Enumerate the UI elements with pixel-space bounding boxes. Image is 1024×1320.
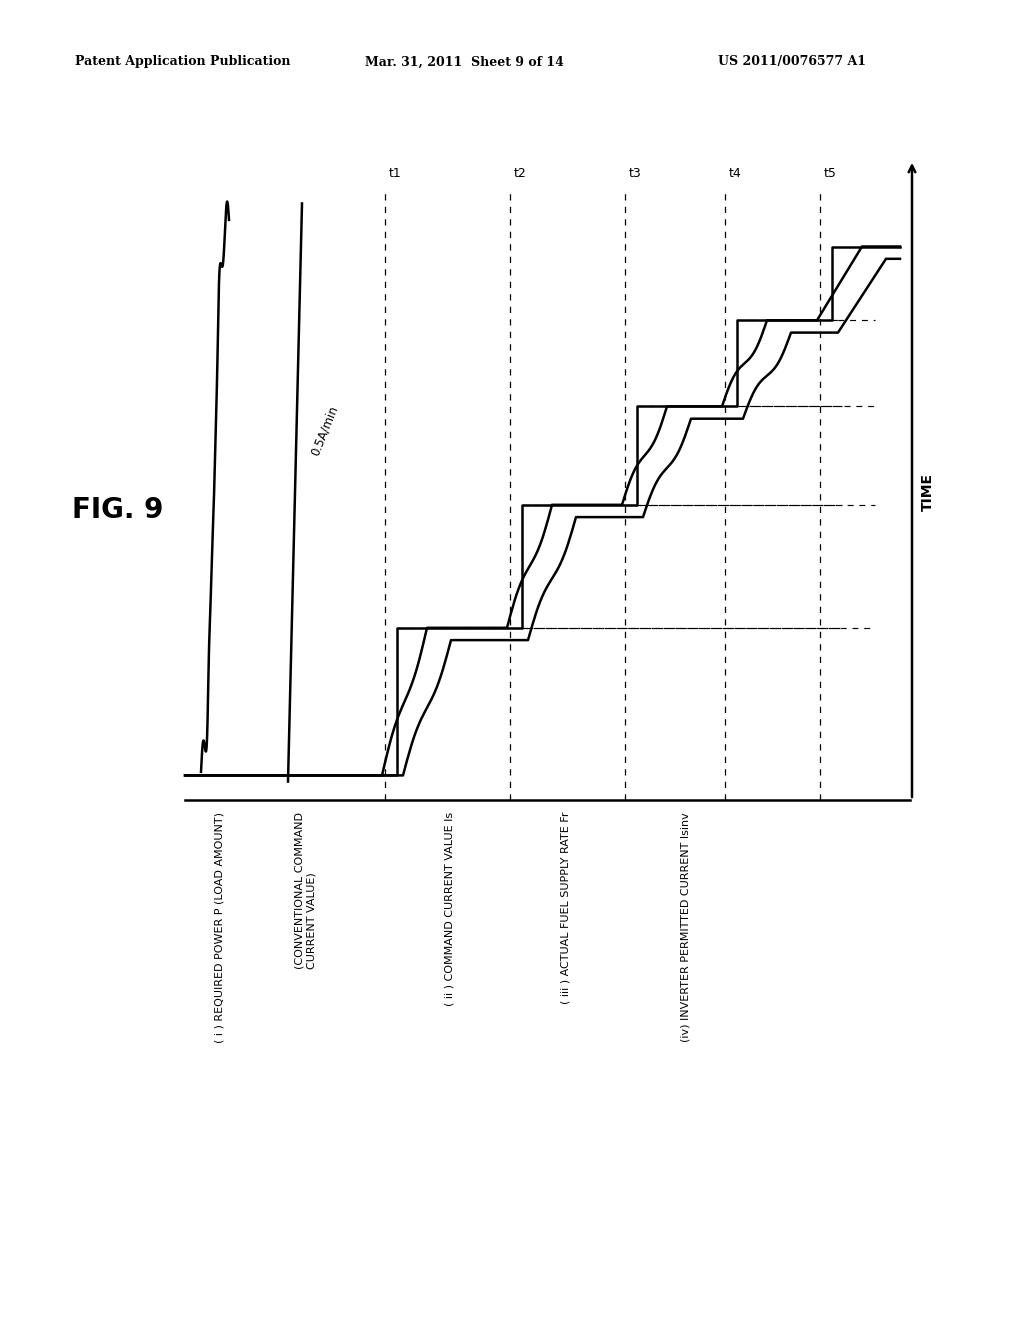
Text: t3: t3	[629, 168, 642, 180]
Text: (CONVENTIONAL COMMAND
CURRENT VALUE): (CONVENTIONAL COMMAND CURRENT VALUE)	[295, 812, 316, 969]
Text: ( ii ) COMMAND CURRENT VALUE Is: ( ii ) COMMAND CURRENT VALUE Is	[445, 812, 455, 1006]
Text: t5: t5	[824, 168, 837, 180]
Text: TIME: TIME	[921, 473, 935, 511]
Text: FIG. 9: FIG. 9	[72, 496, 164, 524]
Text: t2: t2	[514, 168, 526, 180]
Text: Patent Application Publication: Patent Application Publication	[75, 55, 291, 69]
Text: 0.5A/min: 0.5A/min	[309, 404, 341, 458]
Text: US 2011/0076577 A1: US 2011/0076577 A1	[718, 55, 866, 69]
Text: Mar. 31, 2011  Sheet 9 of 14: Mar. 31, 2011 Sheet 9 of 14	[365, 55, 564, 69]
Text: (iv) INVERTER PERMITTED CURRENT Isinv: (iv) INVERTER PERMITTED CURRENT Isinv	[680, 812, 690, 1041]
Text: t1: t1	[389, 168, 401, 180]
Text: t4: t4	[729, 168, 741, 180]
Text: ( i ) REQUIRED POWER P (LOAD AMOUNT): ( i ) REQUIRED POWER P (LOAD AMOUNT)	[215, 812, 225, 1043]
Text: ( iii ) ACTUAL FUEL SUPPLY RATE Fr: ( iii ) ACTUAL FUEL SUPPLY RATE Fr	[560, 812, 570, 1005]
